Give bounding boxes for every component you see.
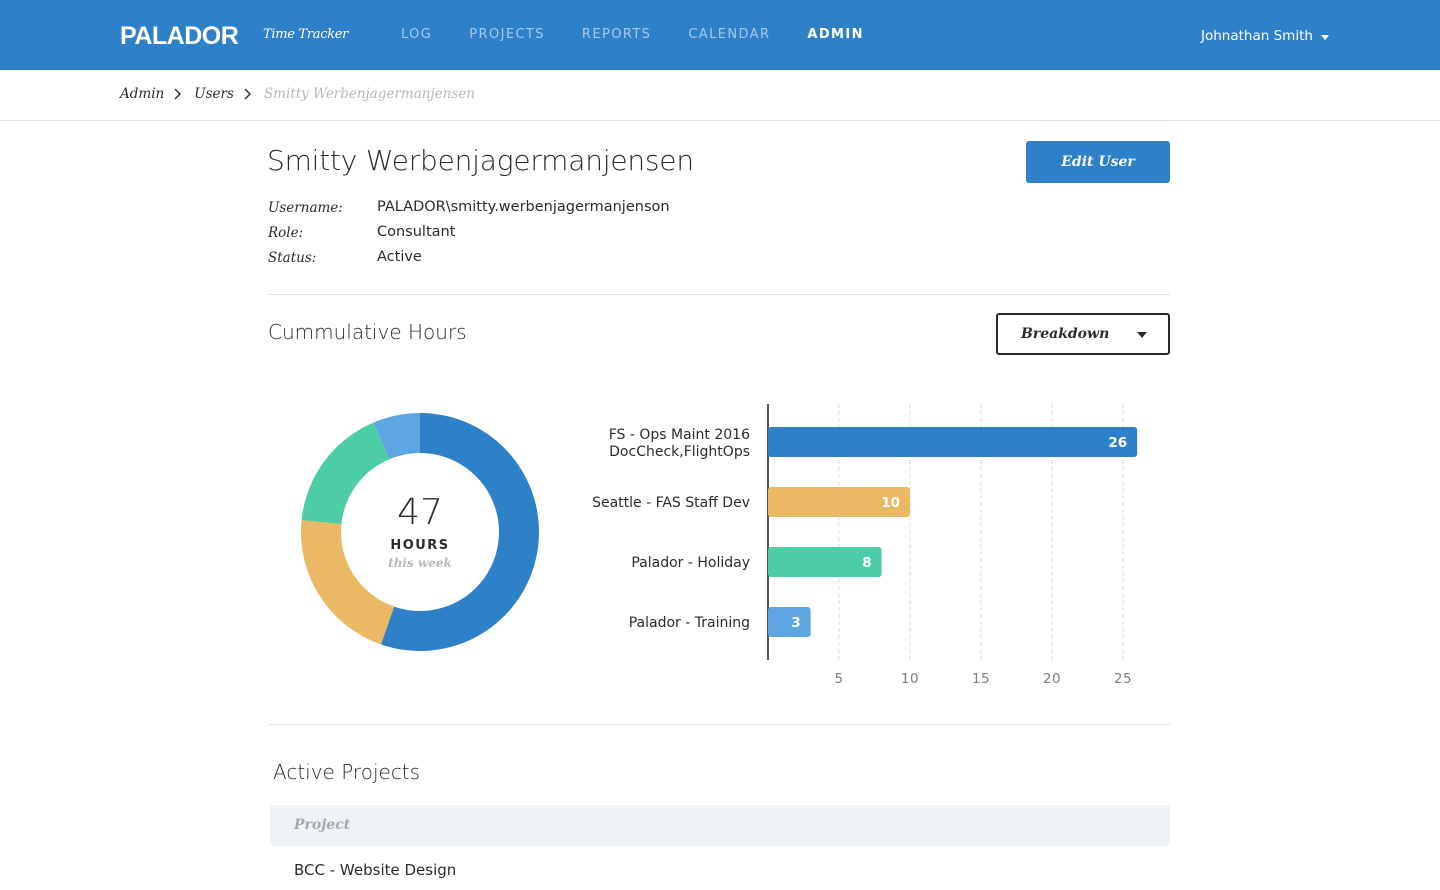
hours-donut-chart [301, 413, 539, 651]
nav-admin[interactable]: ADMIN [807, 27, 864, 42]
section-divider [268, 294, 1170, 295]
section-divider [268, 724, 1170, 725]
caret-down-icon [1320, 34, 1329, 40]
top-nav-bar [0, 0, 1440, 70]
donut-slice [373, 413, 420, 460]
bar-category-label: Palador - Training [629, 615, 750, 631]
caret-down-icon [1137, 332, 1147, 338]
project-name: BCC - Website Design [294, 861, 457, 879]
bar-value-label: 3 [791, 615, 800, 631]
palador-logo[interactable]: PALADOR [120, 22, 239, 50]
nav-reports[interactable]: REPORTS [581, 27, 652, 42]
username-label: Username: [268, 200, 343, 216]
x-tick-label: 5 [834, 671, 843, 687]
donut-slice [301, 520, 395, 645]
app-name: Time Tracker [263, 27, 349, 42]
projects-table-header: Project [270, 805, 1170, 846]
username-value: PALADOR\smitty.werbenjagermanjenson [377, 199, 670, 215]
hours-bar-chart: 5 10 15 20 25 26 FS - Ops Maint 2016DocCheck,F… [592, 404, 1138, 687]
donut-center: 47 HOURS this week [300, 412, 540, 652]
nav-projects[interactable]: PROJECTS [469, 27, 545, 42]
hours-section-title: Cummulative Hours [268, 320, 467, 344]
total-hours-period: this week [388, 556, 452, 570]
breakdown-dropdown-label: Breakdown [1021, 326, 1110, 342]
breadcrumb-current-user: Smitty Werbenjagermanjensen [263, 86, 475, 102]
bar [768, 607, 811, 637]
user-menu[interactable]: Johnathan Smith [1201, 28, 1329, 44]
x-tick-label: 10 [901, 671, 919, 687]
x-tick-label: 20 [1043, 671, 1061, 687]
projects-section-title: Active Projects [273, 760, 421, 784]
breadcrumb: Admin Users Smitty Werbenjagermanjensen [120, 86, 475, 102]
breadcrumb-admin[interactable]: Admin [120, 86, 165, 102]
table-row[interactable]: BCC - Website Design [270, 848, 1170, 890]
role-label: Role: [268, 225, 304, 241]
bar-value-label: 26 [1108, 435, 1127, 451]
page-title: Smitty Werbenjagermanjensen [267, 144, 694, 177]
status-label: Status: [268, 250, 317, 266]
bar [768, 487, 910, 517]
bar-category-label: FS - Ops Maint 2016 [609, 427, 750, 443]
total-hours-value: 47 [397, 492, 443, 533]
x-tick-label: 25 [1114, 671, 1132, 687]
bar-category-label: DocCheck,FlightOps [609, 444, 750, 460]
bar-category-label: Seattle - FAS Staff Dev [592, 495, 750, 511]
breadcrumb-bar [0, 70, 1440, 121]
nav-calendar[interactable]: CALENDAR [688, 27, 771, 42]
bar-value-label: 8 [862, 555, 871, 571]
column-header-project[interactable]: Project [294, 817, 351, 833]
role-value: Consultant [377, 224, 456, 240]
donut-slice [380, 413, 539, 651]
breadcrumb-users[interactable]: Users [194, 86, 234, 102]
chevron-right-icon [174, 88, 182, 100]
nav-log[interactable]: LOG [401, 27, 433, 42]
bar-value-label: 10 [881, 495, 900, 511]
chevron-right-icon [244, 88, 251, 100]
user-menu-name: Johnathan Smith [1201, 28, 1313, 44]
donut-slice [301, 422, 390, 525]
main-nav: LOG PROJECTS REPORTS CALENDAR ADMIN [401, 27, 901, 42]
breakdown-dropdown[interactable]: Breakdown [996, 313, 1170, 355]
bar [768, 427, 1138, 457]
edit-user-button[interactable]: Edit User [1026, 141, 1170, 183]
x-tick-label: 15 [972, 671, 990, 687]
bar-category-label: Palador - Holiday [631, 555, 750, 571]
bar [768, 547, 882, 577]
total-hours-unit: HOURS [390, 538, 450, 553]
status-value: Active [377, 249, 422, 265]
